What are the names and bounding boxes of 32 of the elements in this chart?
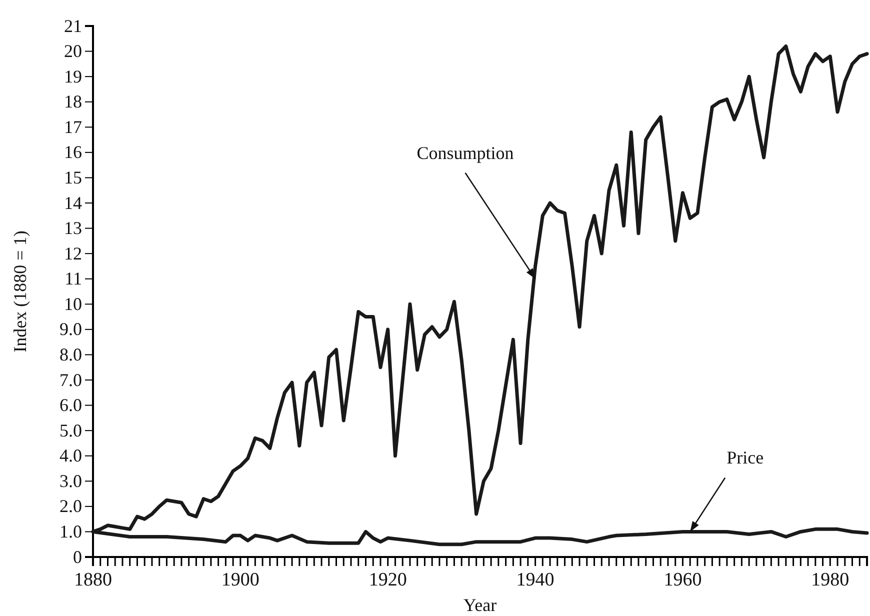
y-tick-label: 9.0 xyxy=(60,319,82,340)
x-tick-label: 1960 xyxy=(664,569,702,590)
x-axis-title: Year xyxy=(463,595,497,615)
y-tick-label: 10 xyxy=(64,294,82,314)
y-tick-label: 6.0 xyxy=(60,395,82,416)
annotation: Price xyxy=(726,448,764,468)
y-tick-label: 4.0 xyxy=(60,446,82,466)
y-tick-label: 18 xyxy=(64,92,82,112)
y-tick-label: 13 xyxy=(64,218,82,238)
y-tick-label: 7.0 xyxy=(60,370,82,390)
y-tick-label: 19 xyxy=(64,66,82,86)
x-tick-label: 1940 xyxy=(516,569,554,590)
y-tick-label: 2.0 xyxy=(60,496,82,516)
y-tick-label: 1.0 xyxy=(60,521,82,542)
y-tick-label: 11 xyxy=(64,268,82,289)
y-tick-label: 8.0 xyxy=(60,344,82,364)
x-tick-label: 1880 xyxy=(74,569,112,590)
y-tick-label: 3.0 xyxy=(60,470,82,491)
annotation: Consumption xyxy=(416,142,514,163)
y-tick-label: 5.0 xyxy=(60,420,82,440)
y-tick-label: 17 xyxy=(64,116,82,137)
y-tick-label: 14 xyxy=(64,192,82,213)
x-tick-label: 1980 xyxy=(811,569,850,590)
x-tick-label: 1900 xyxy=(221,569,260,590)
y-tick-label: 16 xyxy=(64,142,82,162)
y-tick-label: 21 xyxy=(64,16,82,36)
y-tick-label: 12 xyxy=(64,243,82,264)
y-tick-label: 0 xyxy=(73,546,82,567)
x-tick-label: 1920 xyxy=(368,569,407,590)
y-axis-title: Index (1880 = 1) xyxy=(10,230,30,352)
y-tick-label: 15 xyxy=(64,167,82,188)
y-tick-label: 20 xyxy=(64,41,82,62)
